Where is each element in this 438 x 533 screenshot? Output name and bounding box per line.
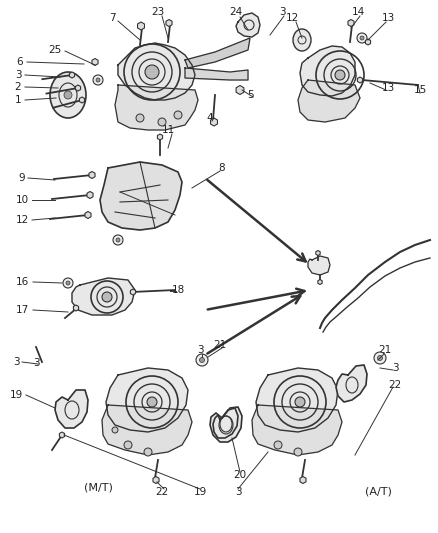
Text: 4: 4	[207, 113, 213, 123]
Circle shape	[378, 356, 382, 360]
Text: 19: 19	[9, 390, 23, 400]
Circle shape	[147, 397, 157, 407]
Polygon shape	[102, 405, 192, 455]
Text: 15: 15	[413, 85, 427, 95]
Polygon shape	[336, 365, 367, 402]
Text: 3: 3	[235, 487, 241, 497]
Polygon shape	[210, 407, 242, 442]
Text: 14: 14	[351, 7, 364, 17]
Polygon shape	[72, 278, 135, 315]
Text: 21: 21	[378, 345, 392, 355]
Polygon shape	[300, 46, 355, 96]
Polygon shape	[106, 368, 188, 432]
Ellipse shape	[293, 29, 311, 51]
Circle shape	[116, 238, 120, 242]
Text: 20: 20	[233, 470, 247, 480]
Polygon shape	[236, 13, 260, 37]
Polygon shape	[185, 38, 250, 68]
Circle shape	[66, 281, 70, 285]
Polygon shape	[308, 256, 330, 275]
Text: 3: 3	[279, 7, 285, 17]
Text: 23: 23	[152, 7, 165, 17]
Polygon shape	[118, 43, 195, 100]
Polygon shape	[298, 80, 360, 122]
Text: 1: 1	[15, 95, 21, 105]
Text: (M/T): (M/T)	[84, 483, 113, 493]
Text: 3: 3	[33, 358, 39, 368]
Text: 24: 24	[230, 7, 243, 17]
Text: 2: 2	[15, 82, 21, 92]
Circle shape	[113, 235, 123, 245]
Text: 5: 5	[247, 90, 253, 100]
Text: 10: 10	[15, 195, 28, 205]
Circle shape	[112, 427, 118, 433]
Text: 25: 25	[48, 45, 62, 55]
Polygon shape	[115, 85, 198, 130]
Circle shape	[63, 278, 73, 288]
Text: 13: 13	[381, 83, 395, 93]
Text: 3: 3	[13, 357, 19, 367]
Circle shape	[174, 111, 182, 119]
Text: 9: 9	[19, 173, 25, 183]
Text: 12: 12	[286, 13, 299, 23]
Circle shape	[144, 448, 152, 456]
Text: 19: 19	[193, 487, 207, 497]
Text: 3: 3	[392, 363, 398, 373]
Circle shape	[196, 354, 208, 366]
Text: 7: 7	[109, 13, 115, 23]
Text: 21: 21	[213, 340, 226, 350]
Circle shape	[294, 448, 302, 456]
Polygon shape	[185, 68, 248, 80]
Text: 3: 3	[197, 345, 203, 355]
Circle shape	[295, 397, 305, 407]
Text: 17: 17	[15, 305, 28, 315]
Text: 8: 8	[219, 163, 225, 173]
Text: 18: 18	[171, 285, 185, 295]
Circle shape	[124, 441, 132, 449]
Polygon shape	[256, 368, 338, 432]
Text: 12: 12	[15, 215, 28, 225]
Circle shape	[158, 118, 166, 126]
Text: (A/T): (A/T)	[364, 487, 392, 497]
Circle shape	[374, 352, 386, 364]
Text: 13: 13	[381, 13, 395, 23]
Circle shape	[360, 36, 364, 40]
Text: 11: 11	[161, 125, 175, 135]
Circle shape	[96, 78, 100, 82]
Text: 3: 3	[15, 70, 21, 80]
Ellipse shape	[50, 72, 86, 118]
Polygon shape	[100, 162, 182, 230]
Polygon shape	[55, 390, 88, 428]
Circle shape	[136, 114, 144, 122]
Circle shape	[64, 91, 72, 99]
Text: 6: 6	[17, 57, 23, 67]
Circle shape	[274, 441, 282, 449]
Polygon shape	[252, 405, 342, 455]
Circle shape	[335, 70, 345, 80]
Circle shape	[199, 358, 205, 362]
Text: 22: 22	[389, 380, 402, 390]
Polygon shape	[213, 408, 238, 438]
Circle shape	[102, 292, 112, 302]
Circle shape	[145, 65, 159, 79]
Text: 22: 22	[155, 487, 169, 497]
Circle shape	[93, 75, 103, 85]
Circle shape	[357, 33, 367, 43]
Text: 16: 16	[15, 277, 28, 287]
